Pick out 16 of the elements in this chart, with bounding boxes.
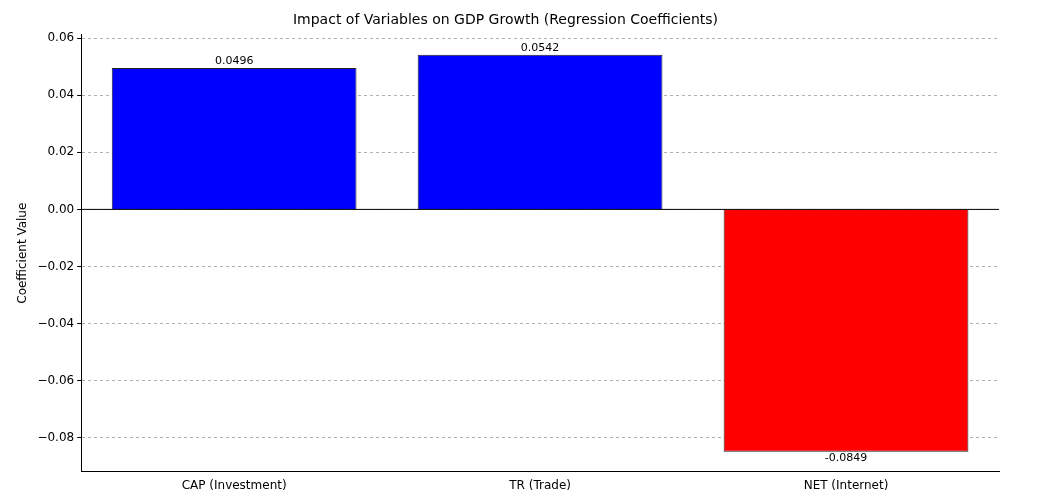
data-label: 0.0496	[214, 54, 254, 68]
y-tick-label: −0.04	[37, 315, 75, 330]
y-tick-label: 0.02	[47, 144, 75, 159]
y-tick-label: −0.08	[37, 429, 75, 444]
data-label: 0.0542	[520, 41, 560, 55]
y-tick-label: 0.00	[47, 201, 75, 216]
data-label: -0.0849	[824, 450, 868, 464]
x-tick-label: TR (Trade)	[508, 477, 571, 492]
y-axis-title: Coefficient Value	[15, 202, 30, 304]
y-tick-label: −0.06	[37, 372, 75, 387]
chart-title: Impact of Variables on GDP Growth (Regression Coefficients)	[292, 11, 719, 28]
y-tick-label: 0.04	[47, 87, 75, 102]
x-tick-label: NET (Internet)	[803, 477, 889, 492]
y-tick-label: −0.02	[37, 258, 75, 273]
x-tick-label: CAP (Investment)	[181, 477, 287, 492]
y-tick-label: 0.06	[47, 30, 75, 45]
